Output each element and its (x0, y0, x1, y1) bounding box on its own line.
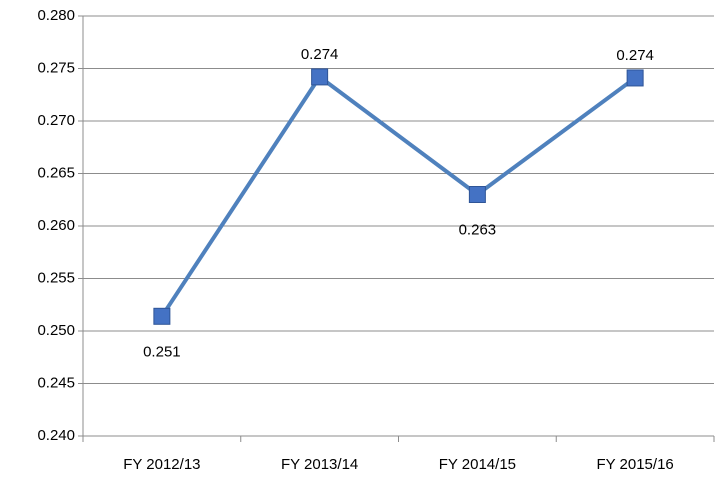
x-tick-label: FY 2015/16 (596, 456, 673, 473)
x-tick-label: FY 2014/15 (439, 456, 516, 473)
y-tick-label: 0.275 (37, 59, 75, 76)
marker (468, 186, 486, 203)
y-tick-label: 0.270 (37, 112, 75, 129)
y-tick-label: 0.280 (37, 7, 75, 24)
data-label: 0.274 (301, 46, 339, 63)
marker (311, 68, 329, 86)
y-tick-label: 0.260 (37, 217, 75, 234)
y-tick-label: 0.240 (37, 427, 75, 444)
x-tick-label: FY 2013/14 (281, 456, 358, 473)
y-tick-label: 0.265 (37, 164, 75, 181)
data-label: 0.263 (459, 221, 497, 238)
data-label: 0.274 (616, 47, 654, 64)
marker (153, 307, 171, 325)
marker (626, 69, 644, 87)
line (160, 74, 637, 318)
y-tick-label: 0.245 (37, 374, 75, 391)
x-tick-label: FY 2012/13 (123, 456, 200, 473)
y-tick-label: 0.250 (37, 322, 75, 339)
y-tick-label: 0.255 (37, 269, 75, 286)
data-label: 0.251 (143, 343, 181, 360)
